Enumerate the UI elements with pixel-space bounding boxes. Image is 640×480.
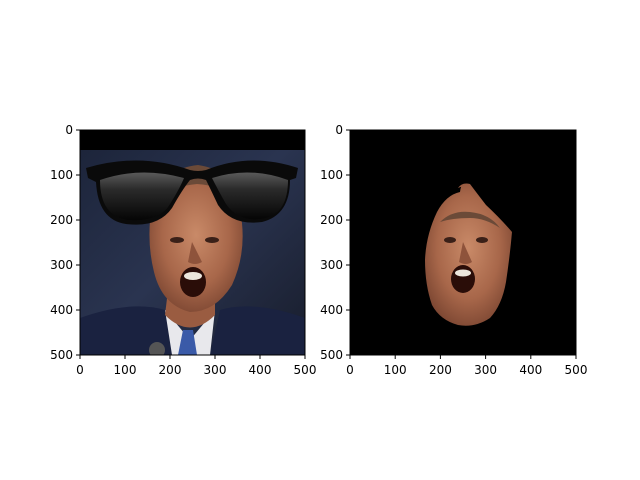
right-xtick-label: 300: [474, 363, 497, 377]
right-ytick-label: 200: [320, 213, 343, 227]
right-xtick-label: 0: [346, 363, 354, 377]
left-xtick-label: 400: [249, 363, 272, 377]
left-ytick-label: 100: [50, 168, 73, 182]
microphone: [149, 342, 165, 355]
face: [149, 172, 243, 312]
right-xtick-label: 500: [565, 363, 588, 377]
open-mouth: [180, 267, 206, 297]
left-ytick-label: 500: [50, 348, 73, 362]
left-xtick-label: 100: [114, 363, 137, 377]
left-ytick-label: 0: [65, 123, 73, 137]
left-axes-frame: [79, 129, 306, 356]
right-ytick-label: 100: [320, 168, 343, 182]
left-xtick-label: 200: [159, 363, 182, 377]
left-ytick-label: 300: [50, 258, 73, 272]
left-xtick-label: 500: [294, 363, 317, 377]
right-ytick-label: 500: [320, 348, 343, 362]
right-image: [350, 130, 576, 355]
right-xtick-label: 100: [384, 363, 407, 377]
left-xtick-label: 0: [76, 363, 84, 377]
left-image: [80, 130, 305, 355]
left-xtick-label: 300: [204, 363, 227, 377]
sunglasses-icon: [86, 160, 298, 225]
right-ytick-label: 300: [320, 258, 343, 272]
left-ytick-label: 400: [50, 303, 73, 317]
right-ytick-label: 0: [335, 123, 343, 137]
tie: [178, 330, 197, 355]
left-ytick-label: 200: [50, 213, 73, 227]
shirt-collar: [165, 310, 215, 355]
suit-jacket: [80, 306, 175, 355]
right-ytick-label: 400: [320, 303, 343, 317]
right-xtick-label: 400: [519, 363, 542, 377]
right-xtick-label: 200: [429, 363, 452, 377]
top-black-band: [80, 130, 305, 150]
right-axes-frame: [349, 129, 577, 356]
